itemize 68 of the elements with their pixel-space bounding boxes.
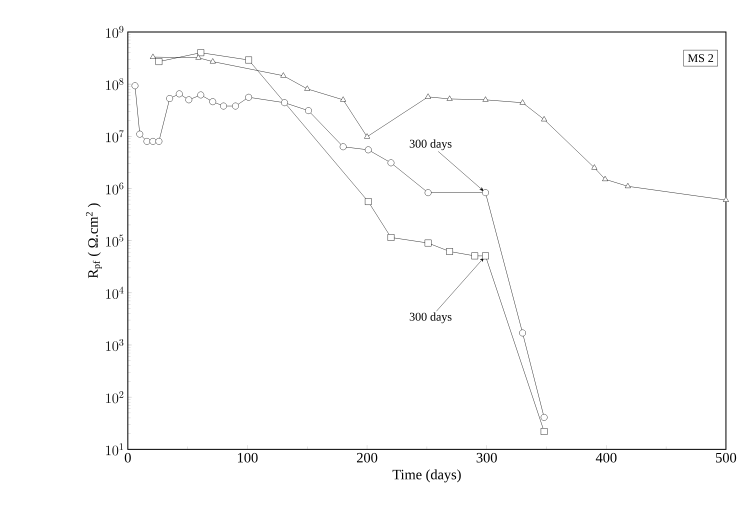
point (591, 164, 598, 170)
y-tick-label: $10^{2}$ (106, 391, 124, 404)
point (722, 196, 729, 202)
point (210, 58, 216, 64)
point (232, 102, 239, 110)
point (280, 72, 286, 78)
point (540, 428, 548, 435)
point (519, 329, 526, 336)
x-tick-label: 300 (476, 452, 497, 462)
point (602, 176, 608, 181)
point (520, 99, 526, 104)
point (144, 138, 150, 145)
point (304, 85, 310, 91)
point (425, 93, 432, 99)
point (136, 130, 144, 138)
point (197, 91, 204, 98)
y-tick-label: $10^{3}$ (106, 338, 124, 351)
point (388, 159, 394, 166)
point (482, 96, 488, 102)
point (482, 252, 489, 260)
point (482, 189, 489, 196)
point (446, 248, 453, 255)
y-tick-label: $10^{4}$ (106, 286, 124, 299)
point (364, 133, 370, 138)
y-tick-label: $10^{1}$ (106, 443, 123, 456)
y-tick-label: $10^{7}$ (106, 130, 124, 142)
x-axis-title: Time (days) (392, 469, 461, 482)
point (624, 182, 631, 188)
point (281, 99, 288, 106)
point (156, 138, 162, 145)
point (424, 240, 432, 246)
point (541, 116, 548, 122)
x-tick-label: 100 (238, 452, 258, 462)
y-axis-title: R$_{pf}$ ( Ω.cm$^{2}$ ) (86, 203, 102, 278)
point (132, 82, 138, 90)
x-tick-label: 0 (124, 452, 131, 462)
point (156, 58, 162, 65)
point (245, 94, 252, 101)
y-tick-label: $10^{5}$ (106, 234, 124, 247)
point (305, 107, 312, 114)
point (364, 198, 372, 205)
y-tick-label: $10^{9}$ (106, 26, 124, 38)
annotation: 300 days (410, 139, 452, 150)
y-tick-label: $10^{6}$ (106, 182, 124, 194)
point (166, 95, 174, 102)
point (150, 54, 156, 59)
point (364, 146, 372, 154)
point (150, 138, 156, 145)
point (220, 102, 227, 110)
x-tick-label: 200 (356, 452, 378, 462)
point (446, 95, 453, 101)
point (197, 49, 204, 56)
point (209, 98, 216, 105)
point (424, 189, 432, 196)
x-tick-label: 500 (716, 452, 736, 462)
annotation: 300 days (410, 312, 452, 324)
point (340, 143, 347, 150)
x-tick-label: 400 (596, 452, 617, 462)
point (195, 54, 202, 60)
point (185, 96, 192, 104)
point (388, 234, 394, 241)
point (176, 90, 183, 98)
point (245, 56, 252, 64)
point (540, 414, 548, 421)
annotation: MS 2 (688, 54, 714, 62)
y-tick-label: $10^{8}$ (106, 78, 124, 90)
point (340, 96, 346, 102)
point (471, 252, 478, 260)
